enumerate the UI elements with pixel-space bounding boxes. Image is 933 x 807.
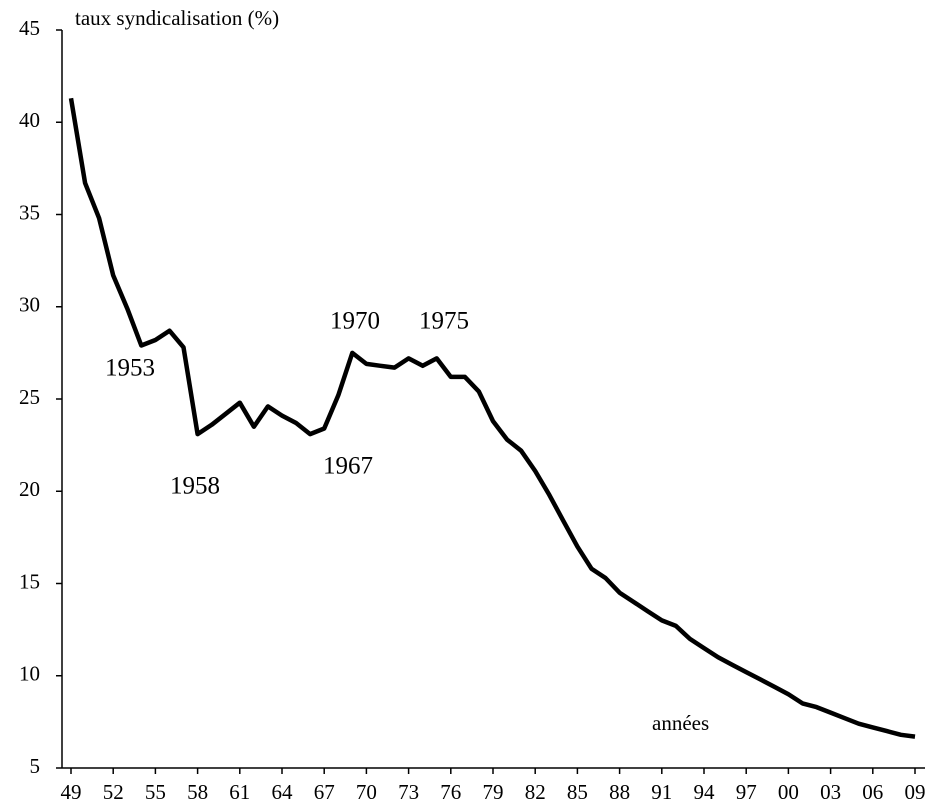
x-tick-label: 09: [905, 780, 926, 804]
annotation: 1975: [419, 308, 469, 335]
annotation: 1967: [323, 453, 373, 480]
x-tick-label: 82: [525, 780, 546, 804]
x-tick-label: 00: [778, 780, 799, 804]
annotation: 1958: [170, 473, 220, 500]
y-tick-label: 35: [19, 200, 40, 224]
y-tick-label: 40: [19, 108, 40, 132]
x-tick-label: 85: [567, 780, 588, 804]
y-tick-label: 30: [19, 293, 40, 317]
x-tick-label: 61: [229, 780, 250, 804]
x-axis-label: années: [652, 711, 709, 735]
data-line: [68, 97, 916, 739]
x-tick-label: 49: [61, 780, 82, 804]
y-tick-label: 25: [19, 385, 40, 409]
x-tick-label: 97: [736, 780, 757, 804]
x-tick-label: 06: [862, 780, 883, 804]
y-tick-label: 5: [30, 754, 41, 778]
x-tick-label: 91: [651, 780, 672, 804]
x-tick-label: 64: [272, 780, 294, 804]
x-tick-label: 94: [694, 780, 716, 804]
x-tick-label: 70: [356, 780, 377, 804]
x-tick-label: 55: [145, 780, 166, 804]
x-tick-label: 76: [440, 780, 461, 804]
annotation: 1970: [330, 308, 380, 335]
x-tick-label: 67: [314, 780, 335, 804]
annotation: 1953: [105, 355, 155, 382]
y-tick-label: 45: [19, 16, 40, 40]
x-tick-label: 79: [483, 780, 504, 804]
y-tick-label: 15: [19, 569, 40, 593]
x-tick-label: 73: [398, 780, 419, 804]
y-tick-label: 20: [19, 477, 40, 501]
y-tick-label: 10: [19, 662, 40, 686]
x-tick-label: 03: [820, 780, 841, 804]
chart-title: taux syndicalisation (%): [75, 6, 279, 30]
x-tick-label: 88: [609, 780, 630, 804]
x-tick-label: 52: [103, 780, 124, 804]
x-tick-label: 58: [187, 780, 208, 804]
